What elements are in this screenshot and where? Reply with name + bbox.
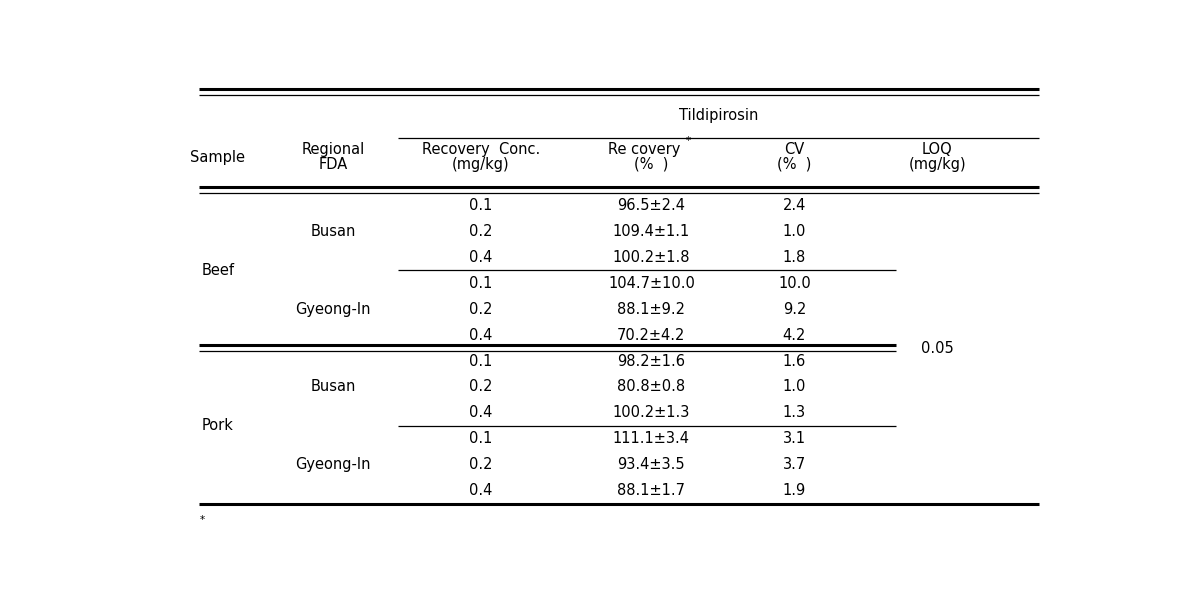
Text: LOQ: LOQ	[922, 142, 953, 157]
Text: 0.4: 0.4	[469, 250, 493, 265]
Text: 70.2±4.2: 70.2±4.2	[618, 328, 685, 342]
Text: Tildipirosin: Tildipirosin	[678, 108, 758, 123]
Text: 0.4: 0.4	[469, 328, 493, 342]
Text: 109.4±1.1: 109.4±1.1	[613, 224, 690, 239]
Text: 1.9: 1.9	[783, 483, 806, 498]
Text: 100.2±1.3: 100.2±1.3	[613, 405, 690, 420]
Text: FDA: FDA	[319, 157, 347, 172]
Text: 9.2: 9.2	[783, 302, 806, 317]
Text: 0.2: 0.2	[469, 224, 493, 239]
Text: Pork: Pork	[202, 418, 234, 433]
Text: 96.5±2.4: 96.5±2.4	[618, 198, 685, 213]
Text: Busan: Busan	[311, 379, 356, 394]
Text: Regional: Regional	[301, 142, 365, 157]
Text: 0.1: 0.1	[469, 198, 493, 213]
Text: 2.4: 2.4	[783, 198, 806, 213]
Text: Busan: Busan	[311, 224, 356, 239]
Text: 80.8±0.8: 80.8±0.8	[618, 379, 685, 394]
Text: 111.1±3.4: 111.1±3.4	[613, 431, 690, 446]
Text: 1.6: 1.6	[783, 353, 806, 368]
Text: 1.0: 1.0	[783, 224, 806, 239]
Text: 3.1: 3.1	[783, 431, 806, 446]
Text: CV: CV	[784, 142, 804, 157]
Text: 0.2: 0.2	[469, 379, 493, 394]
Text: 0.1: 0.1	[469, 353, 493, 368]
Text: 88.1±1.7: 88.1±1.7	[618, 483, 685, 498]
Text: 88.1±9.2: 88.1±9.2	[618, 302, 685, 317]
Text: Recovery  Conc.: Recovery Conc.	[421, 142, 540, 157]
Text: (%  ): (% )	[634, 157, 669, 172]
Text: 4.2: 4.2	[783, 328, 806, 342]
Text: (%  ): (% )	[777, 157, 812, 172]
Text: 0.1: 0.1	[469, 276, 493, 291]
Text: 3.7: 3.7	[783, 457, 806, 472]
Text: *: *	[685, 136, 691, 146]
Text: Gyeong-In: Gyeong-In	[295, 302, 371, 317]
Text: Beef: Beef	[201, 263, 234, 278]
Text: Sample: Sample	[190, 151, 245, 165]
Text: 10.0: 10.0	[778, 276, 810, 291]
Text: 100.2±1.8: 100.2±1.8	[613, 250, 690, 265]
Text: 93.4±3.5: 93.4±3.5	[618, 457, 685, 472]
Text: *: *	[200, 515, 205, 525]
Text: 98.2±1.6: 98.2±1.6	[618, 353, 685, 368]
Text: 0.1: 0.1	[469, 431, 493, 446]
Text: 0.4: 0.4	[469, 405, 493, 420]
Text: Re covery: Re covery	[608, 142, 681, 157]
Text: (mg/kg): (mg/kg)	[452, 157, 509, 172]
Text: Gyeong-In: Gyeong-In	[295, 457, 371, 472]
Text: 0.05: 0.05	[921, 341, 953, 356]
Text: 104.7±10.0: 104.7±10.0	[608, 276, 695, 291]
Text: 1.8: 1.8	[783, 250, 806, 265]
Text: (mg/kg): (mg/kg)	[908, 157, 966, 172]
Text: 0.4: 0.4	[469, 483, 493, 498]
Text: 1.0: 1.0	[783, 379, 806, 394]
Text: 1.3: 1.3	[783, 405, 806, 420]
Text: 0.2: 0.2	[469, 302, 493, 317]
Text: 0.2: 0.2	[469, 457, 493, 472]
